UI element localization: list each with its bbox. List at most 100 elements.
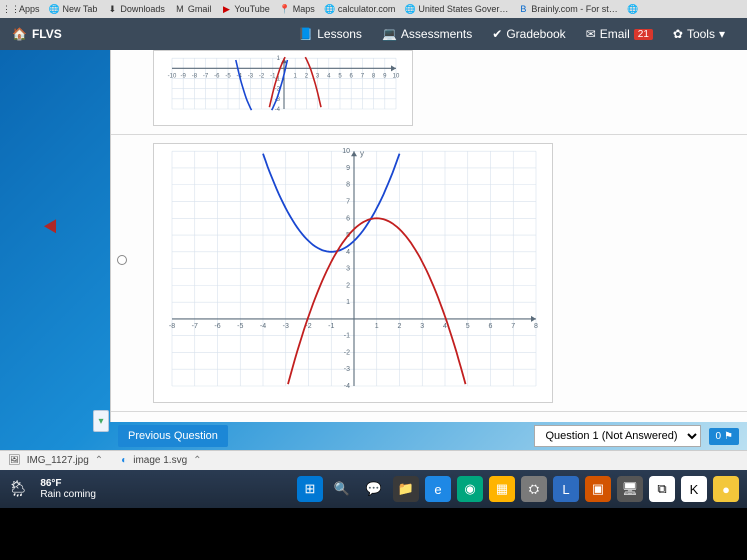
taskbar-app-icon[interactable]: ▦ [489,476,515,502]
nav-label: Gradebook [506,27,565,41]
nav-assessments[interactable]: 💻 Assessments [372,27,482,41]
app-navbar: 🏠 FLVS 📘Lessons 💻Assessments ✔Gradebook … [0,18,747,50]
taskbar-app-icon[interactable]: ● [713,476,739,502]
svg-text:-3: -3 [283,323,289,330]
check-icon: ✔ [492,27,502,41]
taskbar-app-icon[interactable]: ⧉ [649,476,675,502]
weather-widget[interactable]: 86°F Rain coming [40,478,96,500]
bookmark-maps[interactable]: 📍Maps [280,4,315,14]
taskbar-app-icon[interactable]: ⊞ [297,476,323,502]
nav-email[interactable]: ✉ Email 21 [576,27,663,41]
bookmark-brainly[interactable]: BBrainly.com - For st… [518,4,617,14]
svg-text:-9: -9 [181,73,187,79]
mail-icon: ✉ [586,27,596,41]
svg-text:-1: -1 [328,323,334,330]
flag-button[interactable]: 0 ⚑ [709,428,739,445]
sidebar-collapse-button[interactable]: ▾ [93,410,109,432]
svg-text:-3: -3 [344,366,350,373]
desktop-background: ▾ -10-9-8-7-6-5-4-3-2-112345678910-4-3-2… [0,50,747,470]
taskbar-app-icon[interactable]: 📁 [393,476,419,502]
brainly-icon: B [518,4,528,14]
taskbar-app-icon[interactable]: L [553,476,579,502]
graph-main: -8-7-6-5-4-3-2-112345678-4-3-2-112345678… [153,143,553,403]
svg-text:1: 1 [277,56,281,62]
weather-icon: 🌦 [8,479,28,499]
download-item[interactable]: 🖼 IMG_1127.jpg ⌃ [8,455,103,466]
gmail-icon: M [175,4,185,14]
taskbar-app-icon[interactable]: 💬 [361,476,387,502]
nav-lessons[interactable]: 📘Lessons [288,27,372,41]
bookmark-more[interactable]: 🌐 [628,4,638,14]
download-icon: ⬇ [107,4,117,14]
svg-text:7: 7 [511,323,515,330]
apps-label: Apps [19,4,40,14]
chevron-down-icon: ▾ [719,27,725,41]
taskbar-app-icon[interactable]: ▣ [585,476,611,502]
bookmark-downloads[interactable]: ⬇Downloads [107,4,165,14]
bookmark-youtube[interactable]: ▶YouTube [221,4,269,14]
svg-text:y: y [360,149,364,158]
previous-question-button[interactable]: Previous Question [118,425,228,447]
chevron-up-icon: ⌃ [95,455,103,466]
downloads-bar: 🖼 IMG_1127.jpg ⌃ ◐ image 1.svg ⌃ [0,450,747,470]
bookmark-gmail[interactable]: MGmail [175,4,212,14]
taskbar-app-icon[interactable]: ⛭ [521,476,547,502]
svg-file-icon: ◐ [121,455,127,466]
brand[interactable]: 🏠 FLVS [12,27,62,41]
svg-text:10: 10 [342,148,350,155]
bookmark-label: United States Gover… [418,4,508,14]
home-icon: 🏠 [12,27,27,41]
laptop-icon: 💻 [382,27,397,41]
globe-icon: 🌐 [325,4,335,14]
svg-text:-2: -2 [259,73,265,79]
svg-text:-5: -5 [237,323,243,330]
download-filename: image 1.svg [133,455,187,466]
bookmarks-bar: ⋮⋮Apps 🌐New Tab ⬇Downloads MGmail ▶YouTu… [0,0,747,18]
svg-text:4: 4 [346,249,350,256]
nav-label: Assessments [401,27,472,41]
question-option-main: -8-7-6-5-4-3-2-112345678-4-3-2-112345678… [111,135,747,412]
weather-temp: 86°F [40,478,96,489]
nav-tools[interactable]: ✿Tools ▾ [663,27,735,41]
nav-label: Email [600,27,630,41]
svg-text:1: 1 [346,299,350,306]
maps-icon: 📍 [280,4,290,14]
taskbar-app-icon[interactable]: K [681,476,707,502]
windows-taskbar: 🌦 86°F Rain coming ⊞🔍💬📁e◉▦⛭L▣🖥⧉K● [0,470,747,508]
image-file-icon: 🖼 [8,455,21,466]
question-selector[interactable]: Question 1 (Not Answered) [534,425,701,447]
taskbar-icons: ⊞🔍💬📁e◉▦⛭L▣🖥⧉K● [297,476,739,502]
youtube-icon: ▶ [221,4,231,14]
svg-text:2: 2 [346,282,350,289]
taskbar-app-icon[interactable]: ◉ [457,476,483,502]
assessment-footer: Previous Question Question 1 (Not Answer… [110,422,747,450]
bookmark-usgov[interactable]: 🌐United States Gover… [405,4,508,14]
apps-icon: ⋮⋮ [6,4,16,14]
bookmark-label: calculator.com [338,4,396,14]
svg-text:-6: -6 [214,323,220,330]
download-item[interactable]: ◐ image 1.svg ⌃ [121,455,201,466]
svg-text:6: 6 [489,323,493,330]
svg-text:-2: -2 [344,349,350,356]
taskbar-app-icon[interactable]: e [425,476,451,502]
flag-icon: ⚑ [724,431,733,442]
globe-icon: 🌐 [50,4,60,14]
svg-text:6: 6 [346,215,350,222]
svg-text:-4: -4 [344,383,350,390]
bookmark-newtab[interactable]: 🌐New Tab [50,4,98,14]
nav-gradebook[interactable]: ✔ Gradebook [482,27,575,41]
svg-text:-4: -4 [275,107,281,113]
answer-radio[interactable] [117,255,127,265]
svg-text:9: 9 [346,165,350,172]
taskbar-app-icon[interactable]: 🔍 [329,476,355,502]
bookmark-label: Maps [293,4,315,14]
desktop-shortcut-icon[interactable] [44,219,62,236]
email-badge: 21 [634,29,653,40]
apps-button[interactable]: ⋮⋮Apps [6,4,40,14]
svg-text:2: 2 [398,323,402,330]
bookmark-calculator[interactable]: 🌐calculator.com [325,4,396,14]
svg-text:1: 1 [375,323,379,330]
taskbar-app-icon[interactable]: 🖥 [617,476,643,502]
assessment-window: -10-9-8-7-6-5-4-3-2-112345678910-4-3-2-1… [110,50,747,422]
chevron-up-icon: ⌃ [193,455,201,466]
